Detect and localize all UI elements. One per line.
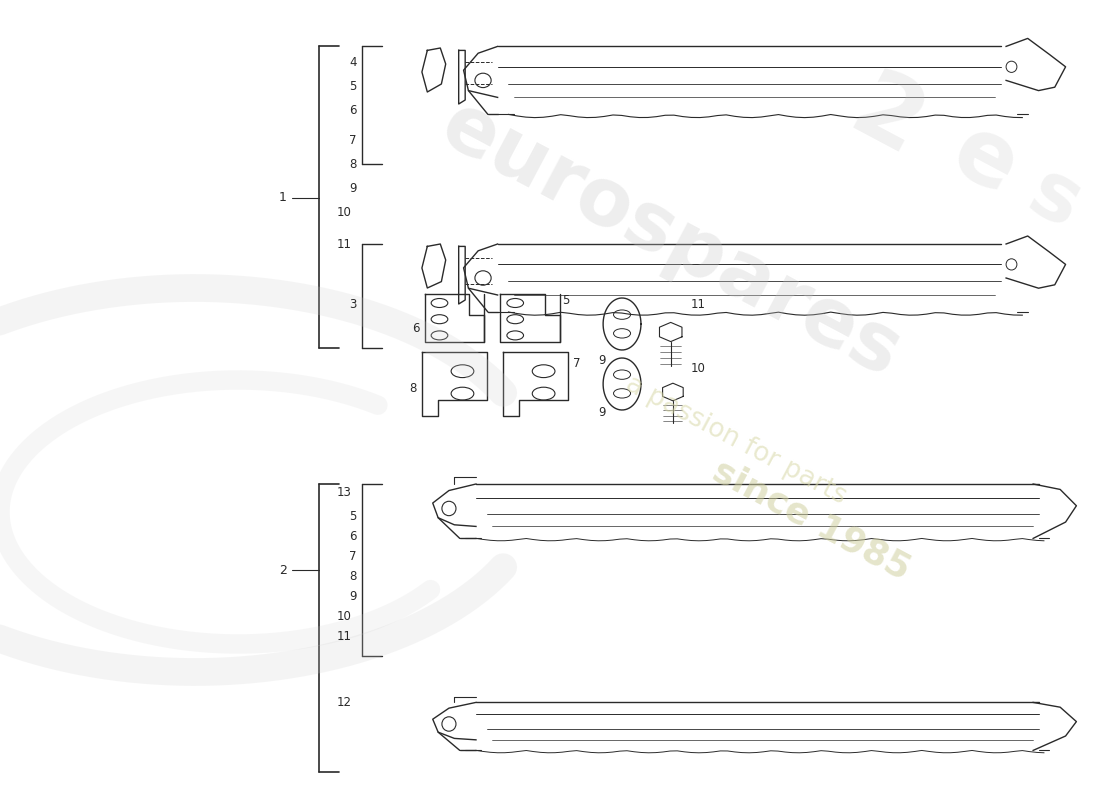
- Text: 10: 10: [337, 206, 352, 218]
- Text: a passion for parts: a passion for parts: [620, 370, 850, 510]
- Text: 11: 11: [337, 238, 352, 250]
- Text: 8: 8: [350, 570, 358, 582]
- Text: 2: 2: [278, 564, 287, 577]
- Text: 8: 8: [409, 382, 417, 394]
- Text: 10: 10: [690, 362, 705, 374]
- Text: 13: 13: [337, 486, 352, 498]
- Text: 2: 2: [835, 63, 938, 177]
- Text: 6: 6: [350, 104, 358, 117]
- Text: 7: 7: [573, 358, 581, 370]
- Text: eurospares: eurospares: [428, 86, 914, 394]
- Text: 9: 9: [350, 590, 358, 602]
- Text: 6: 6: [412, 322, 420, 334]
- Text: 11: 11: [690, 298, 705, 310]
- Text: 12: 12: [337, 696, 352, 709]
- Text: 9: 9: [598, 354, 606, 366]
- Text: 3: 3: [350, 298, 358, 310]
- Text: 5: 5: [350, 510, 358, 522]
- Text: 5: 5: [562, 294, 570, 306]
- Text: 6: 6: [350, 530, 358, 542]
- Text: s: s: [1015, 154, 1094, 246]
- Text: 7: 7: [350, 550, 358, 562]
- Text: 9: 9: [350, 182, 358, 194]
- Text: 10: 10: [337, 610, 352, 622]
- Text: 5: 5: [350, 80, 358, 93]
- Text: 11: 11: [337, 630, 352, 642]
- Text: since 1985: since 1985: [707, 454, 916, 586]
- Text: 4: 4: [350, 56, 358, 69]
- Text: 1: 1: [278, 191, 287, 204]
- Text: 7: 7: [350, 134, 358, 146]
- Text: e: e: [937, 106, 1032, 214]
- Text: 9: 9: [598, 406, 606, 418]
- Text: 8: 8: [350, 158, 358, 170]
